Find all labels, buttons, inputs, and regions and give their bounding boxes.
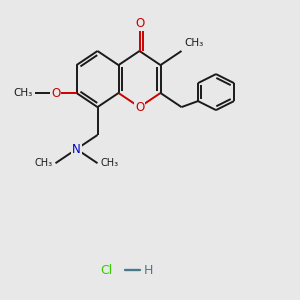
- Text: Cl: Cl: [100, 263, 112, 277]
- Text: CH₃: CH₃: [100, 158, 118, 168]
- Text: CH₃: CH₃: [184, 38, 204, 48]
- Text: N: N: [72, 142, 81, 156]
- Text: O: O: [135, 16, 144, 30]
- Text: CH₃: CH₃: [34, 158, 52, 168]
- Text: CH₃: CH₃: [14, 88, 33, 98]
- Text: O: O: [135, 100, 144, 114]
- Text: H: H: [144, 263, 153, 277]
- Text: O: O: [51, 86, 60, 100]
